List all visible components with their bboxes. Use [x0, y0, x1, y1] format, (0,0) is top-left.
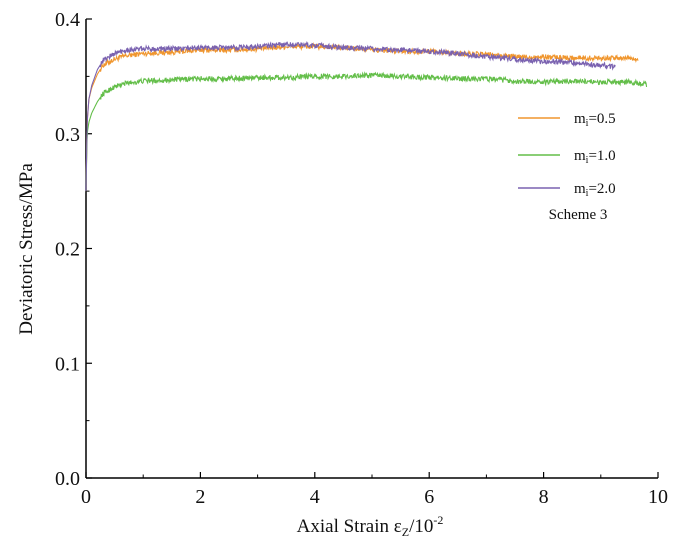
x-axis-title: Axial Strain εZ/10-2 [297, 513, 444, 539]
series-layer [85, 40, 648, 192]
x-axis-title-base: Axial Strain ε [297, 516, 402, 537]
y-tick-label: 0.4 [55, 9, 80, 31]
legend: mi=0.5 mi=1.0 mi=2.0 [518, 111, 616, 199]
legend-label: mi=2.0 [574, 181, 616, 199]
y-tick-label: 0.0 [55, 468, 80, 490]
x-tick-label: 8 [539, 486, 549, 508]
legend-label: mi=0.5 [574, 111, 616, 129]
scheme-annotation: Scheme 3 [549, 207, 608, 223]
legend-label: mi=1.0 [574, 148, 616, 166]
x-tick-label: 6 [424, 486, 434, 508]
series-line-mi-1-0 [85, 71, 648, 192]
x-tick-label: 10 [648, 486, 668, 508]
y-tick-label: 0.2 [55, 239, 80, 261]
x-axis-title-exp: -2 [433, 513, 443, 527]
y-ticks: 0.0 0.1 0.2 0.3 0.4 [55, 9, 92, 490]
x-tick-label: 2 [195, 486, 205, 508]
series-line-mi-2-0 [85, 40, 616, 192]
x-axis-title-unit: /10 [409, 516, 433, 537]
y-tick-label: 0.1 [55, 353, 80, 375]
x-tick-label: 4 [310, 486, 320, 508]
y-tick-label: 0.3 [55, 124, 80, 146]
axes: 0 2 4 6 8 10 0.0 0.1 0.2 0.3 0.4 [55, 9, 668, 508]
x-axis-title-sub: Z [402, 525, 409, 539]
y-axis-title: Deviatoric Stress/MPa [16, 163, 37, 335]
x-ticks: 0 2 4 6 8 10 [81, 472, 668, 508]
x-tick-label: 0 [81, 486, 91, 508]
